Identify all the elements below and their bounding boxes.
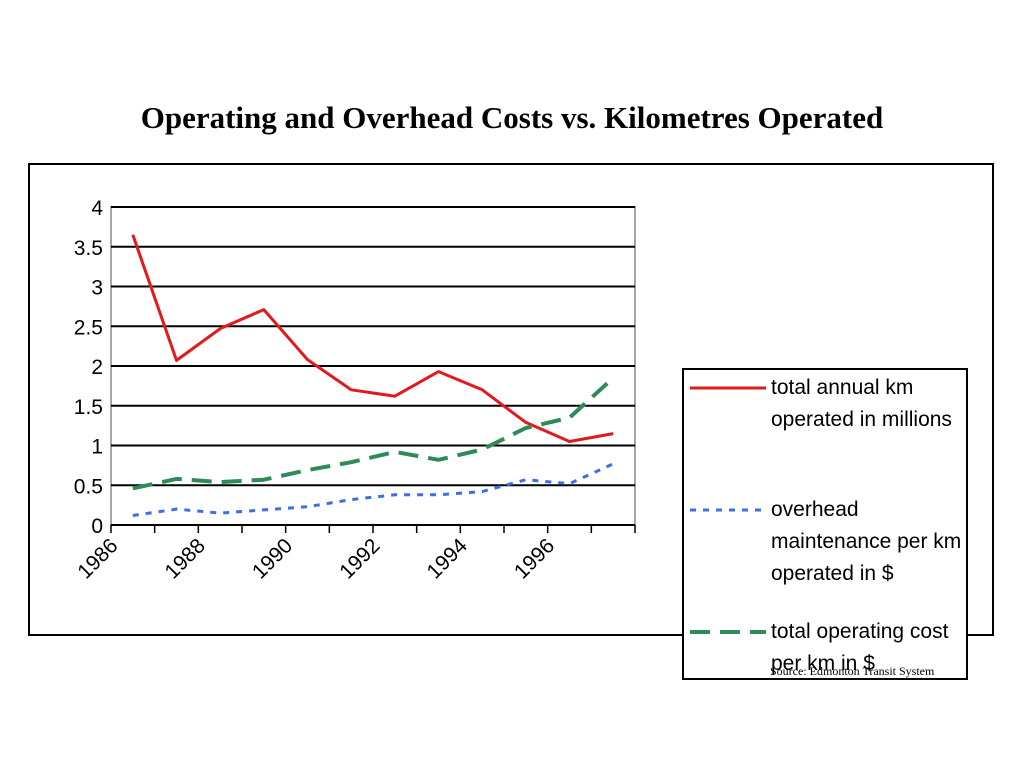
data-point <box>218 480 222 484</box>
data-point <box>611 376 615 380</box>
legend-swatch <box>690 386 766 390</box>
y-tick-label: 1.5 <box>74 396 103 419</box>
series-line-3 <box>132 376 615 491</box>
data-point <box>568 482 572 486</box>
y-tick-label: 0.5 <box>74 475 103 498</box>
data-point <box>393 493 397 497</box>
y-tick-label: 0 <box>91 515 103 538</box>
data-point <box>131 513 135 517</box>
page-title: Operating and Overhead Costs vs. Kilomet… <box>140 100 884 135</box>
x-tick-label: 1996 <box>510 534 559 583</box>
data-point <box>480 388 484 392</box>
legend-swatch <box>690 630 766 634</box>
legend-label: overhead maintenance per km operated in … <box>771 498 962 585</box>
x-tick-label: 1986 <box>73 534 122 583</box>
data-point <box>262 508 266 512</box>
data-point <box>175 507 179 511</box>
x-tick-label: 1994 <box>423 534 473 584</box>
data-point <box>131 486 135 490</box>
y-tick-label: 2.5 <box>74 316 103 339</box>
data-point <box>393 394 397 398</box>
series-line-1 <box>131 234 614 443</box>
data-point <box>349 460 353 464</box>
chart-legend: total annual km operated in millions over… <box>682 368 968 680</box>
y-tick-label: 1 <box>91 436 103 459</box>
data-point <box>611 462 615 466</box>
data-point <box>349 388 353 392</box>
data-point <box>568 416 572 420</box>
data-point <box>524 420 528 424</box>
line-chart: 0 0.5 1 1.5 2 2.5 3 3.5 4 1986 1988 1990 1992 1994 199… <box>73 197 636 584</box>
y-tick-label: 4 <box>91 197 103 220</box>
data-point <box>306 468 310 472</box>
data-point <box>131 233 135 237</box>
x-tick-label: 1992 <box>335 534 384 583</box>
data-point <box>218 511 222 515</box>
legend-label: total annual km operated in millions <box>771 376 952 431</box>
data-point <box>306 505 310 509</box>
data-point <box>437 370 441 374</box>
legend-label: total operating cost per km in $ <box>771 620 949 675</box>
data-point <box>524 478 528 482</box>
data-point <box>218 327 222 331</box>
x-tick-label: 1988 <box>161 534 210 583</box>
source-note: Source: Edmonton Transit System <box>770 664 935 678</box>
y-tick-label: 2 <box>91 356 103 379</box>
data-point <box>262 478 266 482</box>
data-point <box>437 493 441 497</box>
data-point <box>480 490 484 494</box>
data-point <box>175 477 179 481</box>
data-point <box>306 358 310 362</box>
chart-frame: 0 0.5 1 1.5 2 2.5 3 3.5 4 1986 1988 1990 1992 1994 199… <box>28 163 994 680</box>
legend-swatch <box>690 508 766 512</box>
y-tick-label: 3.5 <box>74 237 103 260</box>
data-point <box>349 498 353 502</box>
series-line-2 <box>132 462 614 517</box>
data-point <box>524 426 528 430</box>
data-point <box>437 458 441 462</box>
data-point <box>262 308 266 312</box>
data-point <box>611 432 615 436</box>
y-tick-label: 3 <box>91 277 103 300</box>
data-point <box>393 450 397 454</box>
x-tick-label: 1990 <box>248 534 297 583</box>
data-point <box>480 447 484 451</box>
data-point <box>568 440 572 444</box>
data-point <box>175 358 179 362</box>
